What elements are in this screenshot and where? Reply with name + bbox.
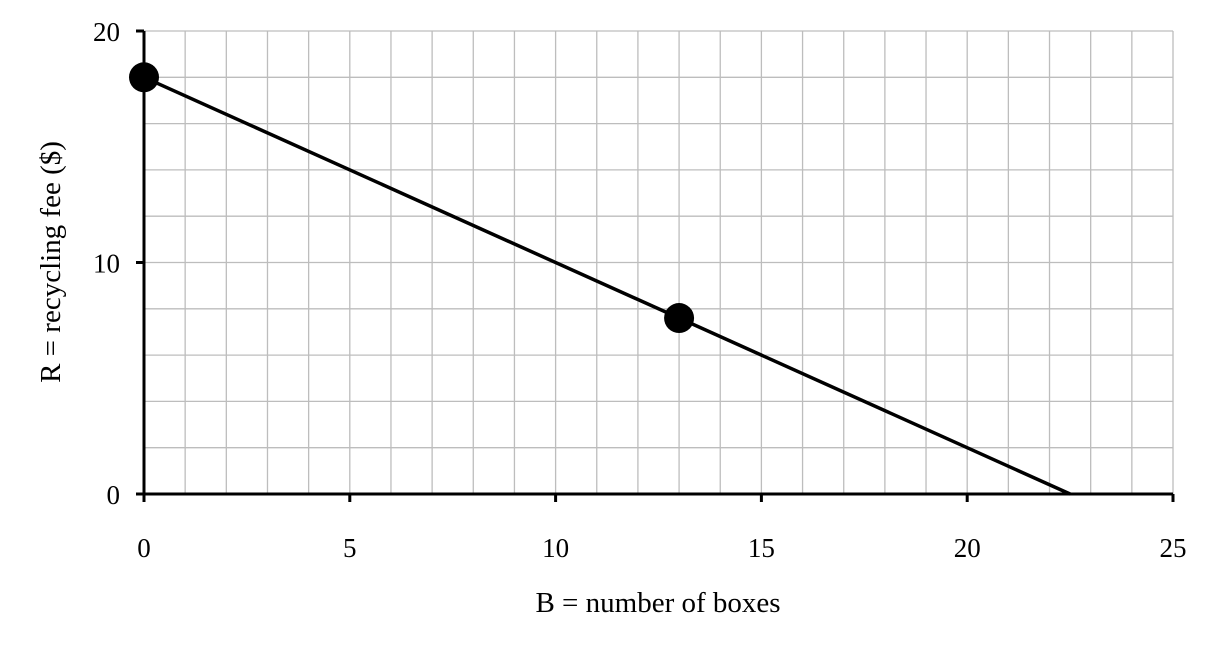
x-tick-label: 0 — [137, 533, 151, 563]
x-tick-label: 20 — [954, 533, 981, 563]
x-tick-label: 15 — [748, 533, 775, 563]
y-axis-title: R = recycling fee ($) — [35, 141, 67, 383]
y-tick-label: 10 — [93, 249, 120, 279]
data-point — [664, 303, 695, 334]
data-point — [129, 62, 159, 93]
x-tick-label: 25 — [1160, 533, 1187, 563]
x-tick-label: 10 — [542, 533, 569, 563]
grid — [144, 30, 1174, 494]
y-tick-label: 0 — [107, 480, 121, 510]
tick-labels: 0 5 10 15 20 25 0 10 20 — [93, 17, 1187, 563]
y-tick-label: 20 — [93, 17, 120, 47]
axes — [136, 29, 1175, 502]
x-tick-label: 5 — [343, 533, 357, 563]
markers — [129, 62, 695, 334]
series — [143, 75, 1071, 496]
x-axis-title: B = number of boxes — [535, 587, 780, 619]
series-line — [143, 75, 1071, 496]
